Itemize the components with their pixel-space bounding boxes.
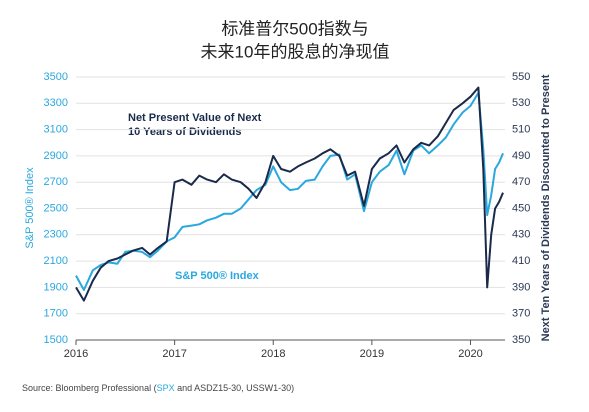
y-tick-label: 2300 [44, 229, 68, 241]
y2-tick-label: 450 [512, 202, 530, 214]
y2-tick-label: 350 [512, 334, 530, 346]
y2-axis-label: Next Ten Years of Dividends Discounted t… [540, 74, 552, 341]
y-tick-label: 1500 [44, 334, 68, 346]
y-tick-label: 2500 [44, 202, 68, 214]
source-text: and ASDZ15-30, USSW1-30) [175, 383, 295, 393]
x-tick-label: 2017 [162, 348, 186, 360]
y2-tick-label: 530 [512, 97, 530, 109]
annotation: 10 Years of Dividends [128, 126, 242, 138]
y2-tick-label: 550 [512, 71, 530, 83]
y-axis-label: S&P 500® Index [24, 167, 36, 249]
x-tick-label: 2020 [458, 348, 482, 360]
y2-tick-label: 510 [512, 124, 530, 136]
y2-tick-label: 490 [512, 150, 530, 162]
x-tick-label: 2018 [261, 348, 285, 360]
y2-tick-label: 470 [512, 176, 530, 188]
annotation: S&P 500® Index [175, 270, 260, 282]
chart-title: 未来10年的股息的净现值 [201, 42, 390, 61]
source-text: Source: Bloomberg Professional ( [22, 383, 157, 393]
y2-tick-label: 410 [512, 255, 530, 267]
y2-tick-label: 390 [512, 281, 530, 293]
y-tick-label: 3100 [44, 124, 68, 136]
annotation: Net Present Value of Next [128, 112, 262, 124]
series-line [75, 86, 504, 302]
y2-tick-label: 430 [512, 229, 530, 241]
y-tick-label: 1900 [44, 281, 68, 293]
source-text: SPX [157, 383, 175, 393]
y-tick-label: 3500 [44, 71, 68, 83]
chart-title: 标准普尔500指数与 [221, 19, 368, 38]
y-tick-label: 3300 [44, 97, 68, 109]
y2-tick-label: 370 [512, 308, 530, 320]
y-tick-label: 1700 [44, 308, 68, 320]
x-tick-label: 2016 [64, 348, 88, 360]
series-line [75, 91, 504, 291]
source: Source: Bloomberg Professional (SPX and … [22, 383, 294, 393]
y-tick-label: 2100 [44, 255, 68, 267]
x-tick-label: 2019 [360, 348, 384, 360]
y-tick-label: 2700 [44, 176, 68, 188]
y-tick-label: 2900 [44, 150, 68, 162]
